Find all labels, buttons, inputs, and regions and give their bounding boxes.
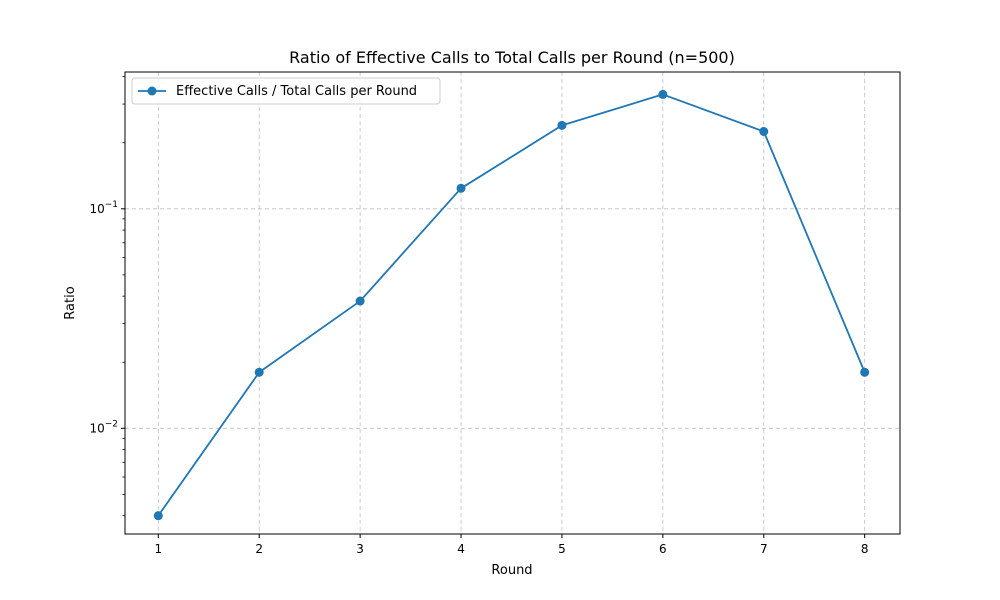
series-layer (153, 89, 870, 521)
x-tick-label: 3 (356, 542, 364, 556)
x-tick-label: 4 (457, 542, 465, 556)
x-tick-label: 1 (154, 542, 162, 556)
legend: Effective Calls / Total Calls per Round (131, 77, 441, 105)
x-tick-label: 8 (861, 542, 869, 556)
x-tick-label: 5 (558, 542, 566, 556)
data-point (658, 89, 668, 99)
y-axis-label: Ratio (63, 286, 78, 319)
x-axis-label: Round (491, 563, 532, 578)
legend-marker-swatch (147, 86, 157, 96)
chart-title: Ratio of Effective Calls to Total Calls … (289, 48, 735, 67)
legend-box (131, 77, 441, 105)
x-axis: 1 2 3 4 5 6 7 8 (154, 534, 869, 556)
x-tick-label: 2 (255, 542, 263, 556)
x-tick-label: 7 (760, 542, 768, 556)
legend-entry: Effective Calls / Total Calls per Round (176, 84, 417, 99)
data-point (860, 367, 870, 377)
data-point (456, 183, 466, 193)
x-tick-label: 6 (659, 542, 667, 556)
series-line (157, 93, 866, 517)
data-point (153, 511, 163, 521)
data-point (254, 367, 264, 377)
data-point (759, 127, 769, 137)
data-point (557, 120, 567, 130)
data-point (355, 296, 365, 306)
plot-area (124, 71, 901, 535)
